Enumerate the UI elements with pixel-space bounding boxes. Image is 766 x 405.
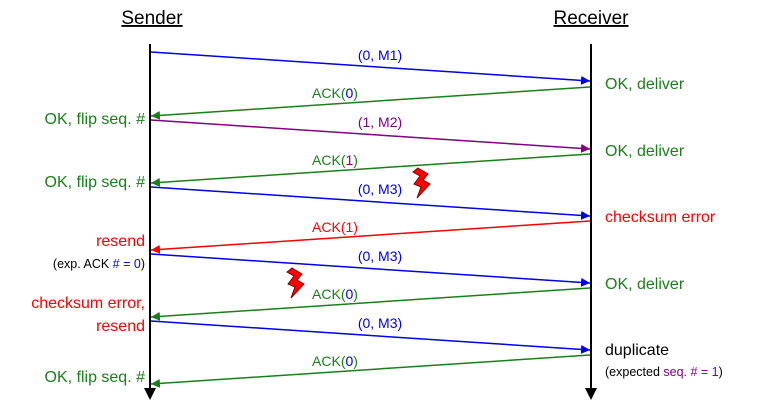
label-segment: (exp. ACK (53, 257, 113, 271)
label-segment: ACK( (312, 152, 346, 168)
message-label-a4: ACK(0) (312, 286, 358, 302)
label-segment: ) (353, 286, 358, 302)
label-segment: 0 (345, 85, 353, 101)
label-segment: seq. # = 1 (663, 365, 718, 379)
arrow-a2 (150, 153, 591, 187)
label-segment: resend (96, 318, 145, 335)
sender-note-s3: resend (96, 233, 145, 250)
message-label-a3: ACK(1) (312, 219, 358, 235)
lightning-bolt-icon (286, 267, 305, 299)
label-segment: OK, deliver (605, 143, 685, 160)
sender-note-s4: checksum error, (31, 295, 145, 312)
label-segment: (0, M1) (358, 47, 402, 63)
sender-note-s2: OK, flip seq. # (45, 174, 146, 191)
label-segment: ACK( (312, 353, 346, 369)
message-label-m3: (0, M3) (358, 181, 402, 197)
label-segment: resend (96, 233, 145, 250)
sender-note-s5: OK, flip seq. # (45, 369, 146, 386)
receiver-header: Receiver (554, 8, 630, 29)
label-segment: OK, flip seq. # (45, 174, 146, 191)
message-label-a5: ACK(0) (312, 353, 358, 369)
label-segment: checksum error (605, 209, 716, 226)
message-label-a1: ACK(0) (312, 85, 358, 101)
receiver-note-r4: OK, deliver (605, 276, 685, 293)
label-segment: (0, M3) (358, 181, 402, 197)
arrow-a1 (150, 86, 591, 120)
sender-header: Sender (121, 8, 183, 29)
label-segment: 0 (345, 353, 353, 369)
message-label-m1: (0, M1) (358, 47, 402, 63)
arrow-m1 (150, 51, 591, 85)
arrow-m3c (150, 320, 591, 354)
arrow-m2 (150, 119, 591, 153)
label-segment: 1 (345, 152, 353, 168)
label-segment: ACK( (312, 85, 346, 101)
label-segment: (0, M3) (358, 315, 402, 331)
receiver-note-r5b: (expected seq. # = 1) (605, 365, 723, 379)
receiver-note-r3: checksum error (605, 209, 716, 226)
sender-note-s4b: resend (96, 318, 145, 335)
message-label-m3b: (0, M3) (358, 248, 402, 264)
label-segment: ACK( (312, 286, 346, 302)
receiver-note-r2: OK, deliver (605, 143, 685, 160)
label-segment: ) (141, 257, 145, 271)
receiver-note-r1: OK, deliver (605, 76, 685, 93)
arrow-a5 (150, 354, 591, 388)
label-segment: checksum error, (31, 295, 145, 312)
label-segment: (0, M3) (358, 248, 402, 264)
arrow-a3 (150, 220, 591, 254)
label-segment: OK, deliver (605, 76, 685, 93)
label-segment: (expected (605, 365, 663, 379)
label-segment: ) (353, 85, 358, 101)
label-segment: # = 0 (113, 257, 141, 271)
label-segment: OK, flip seq. # (45, 369, 146, 386)
label-segment: ) (353, 152, 358, 168)
label-segment: ACK(1) (312, 219, 358, 235)
label-segment: OK, deliver (605, 276, 685, 293)
arrow-m3b (150, 253, 591, 287)
receiver-note-r5: duplicate (605, 342, 669, 359)
arrow-a4 (150, 287, 591, 321)
sender-note-s3b: (exp. ACK # = 0) (53, 257, 145, 271)
label-segment: (1, M2) (358, 114, 402, 130)
arrow-m3 (150, 186, 591, 220)
sender-note-s1: OK, flip seq. # (45, 111, 146, 128)
label-segment: ) (719, 365, 723, 379)
message-label-a2: ACK(1) (312, 152, 358, 168)
message-label-m2: (1, M2) (358, 114, 402, 130)
sender-timeline (144, 44, 156, 400)
label-segment: duplicate (605, 342, 669, 359)
lightning-bolt-icon (412, 167, 431, 199)
message-label-m3c: (0, M3) (358, 315, 402, 331)
receiver-timeline (585, 44, 597, 400)
label-segment: ) (353, 353, 358, 369)
label-segment: 0 (345, 286, 353, 302)
label-segment: OK, flip seq. # (45, 111, 146, 128)
